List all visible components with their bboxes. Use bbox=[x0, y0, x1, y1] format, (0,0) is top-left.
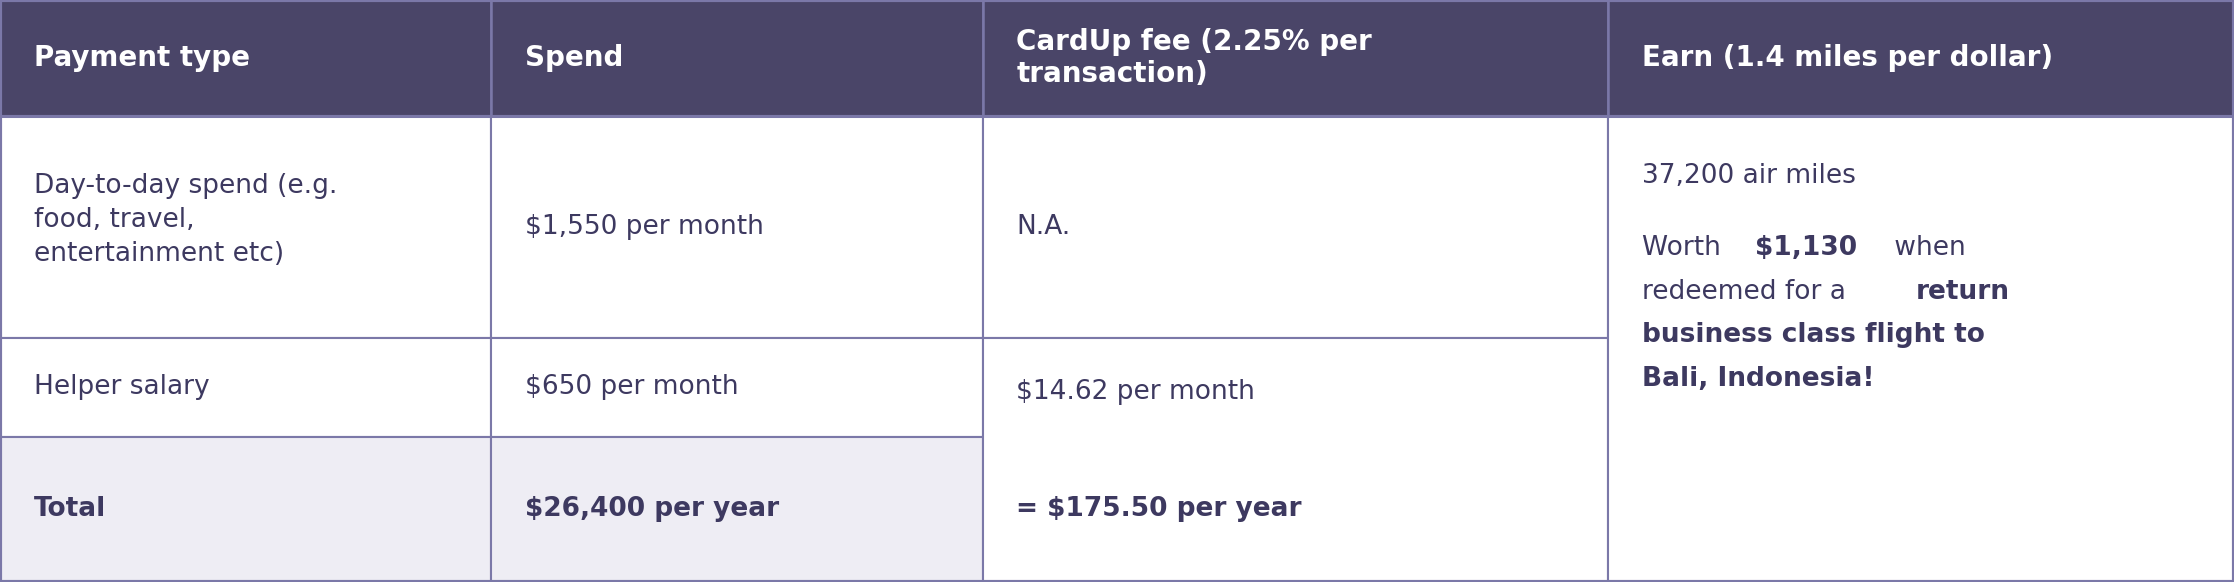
Text: 37,200 air miles: 37,200 air miles bbox=[1642, 163, 1856, 189]
Bar bbox=[1608, 116, 2234, 582]
Text: = $175.50 per year: = $175.50 per year bbox=[1016, 496, 1302, 522]
Bar bbox=[983, 0, 1608, 116]
Bar bbox=[0, 0, 491, 116]
Bar bbox=[1608, 0, 2234, 116]
Text: CardUp fee (2.25% per
transaction): CardUp fee (2.25% per transaction) bbox=[1016, 28, 1372, 88]
Text: $650 per month: $650 per month bbox=[525, 374, 739, 400]
Text: Total: Total bbox=[34, 496, 105, 522]
Text: Earn (1.4 miles per dollar): Earn (1.4 miles per dollar) bbox=[1642, 44, 2053, 72]
Text: Bali, Indonesia!: Bali, Indonesia! bbox=[1642, 366, 1874, 392]
Bar bbox=[0, 116, 491, 338]
Bar bbox=[491, 116, 983, 338]
Text: N.A.: N.A. bbox=[1016, 214, 1070, 240]
Bar bbox=[0, 338, 491, 436]
Text: $1,130: $1,130 bbox=[1754, 235, 1856, 261]
Text: Helper salary: Helper salary bbox=[34, 374, 210, 400]
Bar bbox=[0, 436, 491, 582]
Bar bbox=[983, 338, 1608, 582]
Text: $26,400 per year: $26,400 per year bbox=[525, 496, 780, 522]
Bar bbox=[491, 0, 983, 116]
Text: redeemed for a: redeemed for a bbox=[1642, 279, 1854, 304]
Bar bbox=[983, 116, 1608, 338]
Text: $14.62 per month: $14.62 per month bbox=[1016, 379, 1256, 405]
Text: Payment type: Payment type bbox=[34, 44, 250, 72]
Text: return: return bbox=[1917, 279, 2011, 304]
Text: $1,550 per month: $1,550 per month bbox=[525, 214, 764, 240]
Bar bbox=[491, 338, 983, 436]
Text: Worth: Worth bbox=[1642, 235, 1729, 261]
Bar bbox=[491, 436, 983, 582]
Text: Day-to-day spend (e.g.
food, travel,
entertainment etc): Day-to-day spend (e.g. food, travel, ent… bbox=[34, 173, 337, 267]
Text: business class flight to: business class flight to bbox=[1642, 322, 1984, 348]
Text: Spend: Spend bbox=[525, 44, 623, 72]
Text: when: when bbox=[1885, 235, 1966, 261]
